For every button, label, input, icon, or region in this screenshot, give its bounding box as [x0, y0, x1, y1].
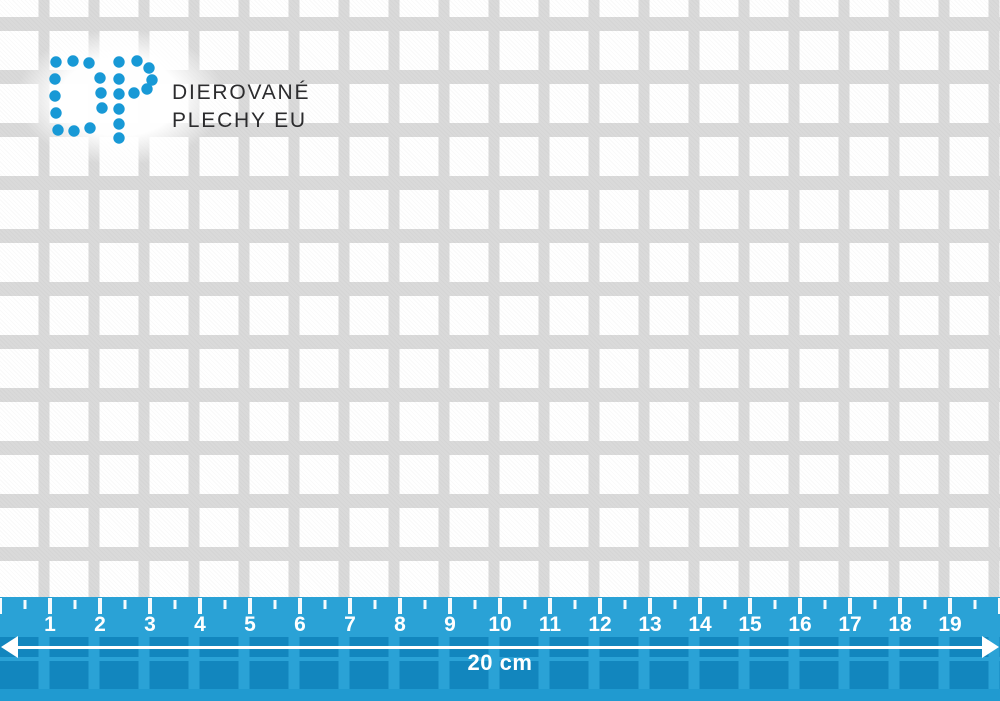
- arrow-right-icon: [982, 636, 999, 658]
- ruler-number: 1: [44, 613, 56, 636]
- brand-name-line2: PLECHY EU: [172, 109, 307, 132]
- ruler-number: 10: [488, 613, 512, 636]
- ruler-number: 5: [244, 613, 256, 636]
- ruler-number: 9: [444, 613, 456, 636]
- ruler-number: 14: [688, 613, 712, 636]
- ruler-number: 7: [344, 613, 356, 636]
- ruler-overlay: 1 2 3 4 5 6 7 8 9 10 11 12: [0, 597, 1000, 701]
- ruler-number: 13: [638, 613, 662, 636]
- ruler-bottom-strip: [0, 689, 1000, 701]
- ruler-number: 8: [394, 613, 406, 636]
- ruler-number: 11: [538, 613, 562, 636]
- ruler-number: 16: [788, 613, 812, 636]
- ruler-number: 19: [938, 613, 962, 636]
- ruler-number: 2: [94, 613, 106, 636]
- dp-logo-icon: [49, 55, 158, 144]
- ruler-number: 18: [888, 613, 912, 636]
- arrow-left-icon: [1, 636, 18, 658]
- ruler-scale-numbers: 1 2 3 4 5 6 7 8 9 10 11 12: [25, 613, 975, 637]
- ruler-number: 4: [194, 613, 206, 636]
- logo-backdrop-glow: [0, 12, 250, 182]
- ruler-number: 3: [144, 613, 156, 636]
- ruler-length-label: 20 cm: [467, 650, 533, 675]
- ruler-number: 17: [838, 613, 862, 636]
- ruler-arrow-line: [15, 646, 985, 649]
- ruler-number: 12: [588, 613, 612, 636]
- brand-wordmark: DIEROVANÉ PLECHY EU: [172, 79, 310, 135]
- brand-name-line1: DIEROVANÉ: [172, 81, 311, 104]
- ruler-number: 6: [294, 613, 306, 636]
- ruler-minor-ticks: [0, 600, 1000, 609]
- ruler-number: 15: [738, 613, 762, 636]
